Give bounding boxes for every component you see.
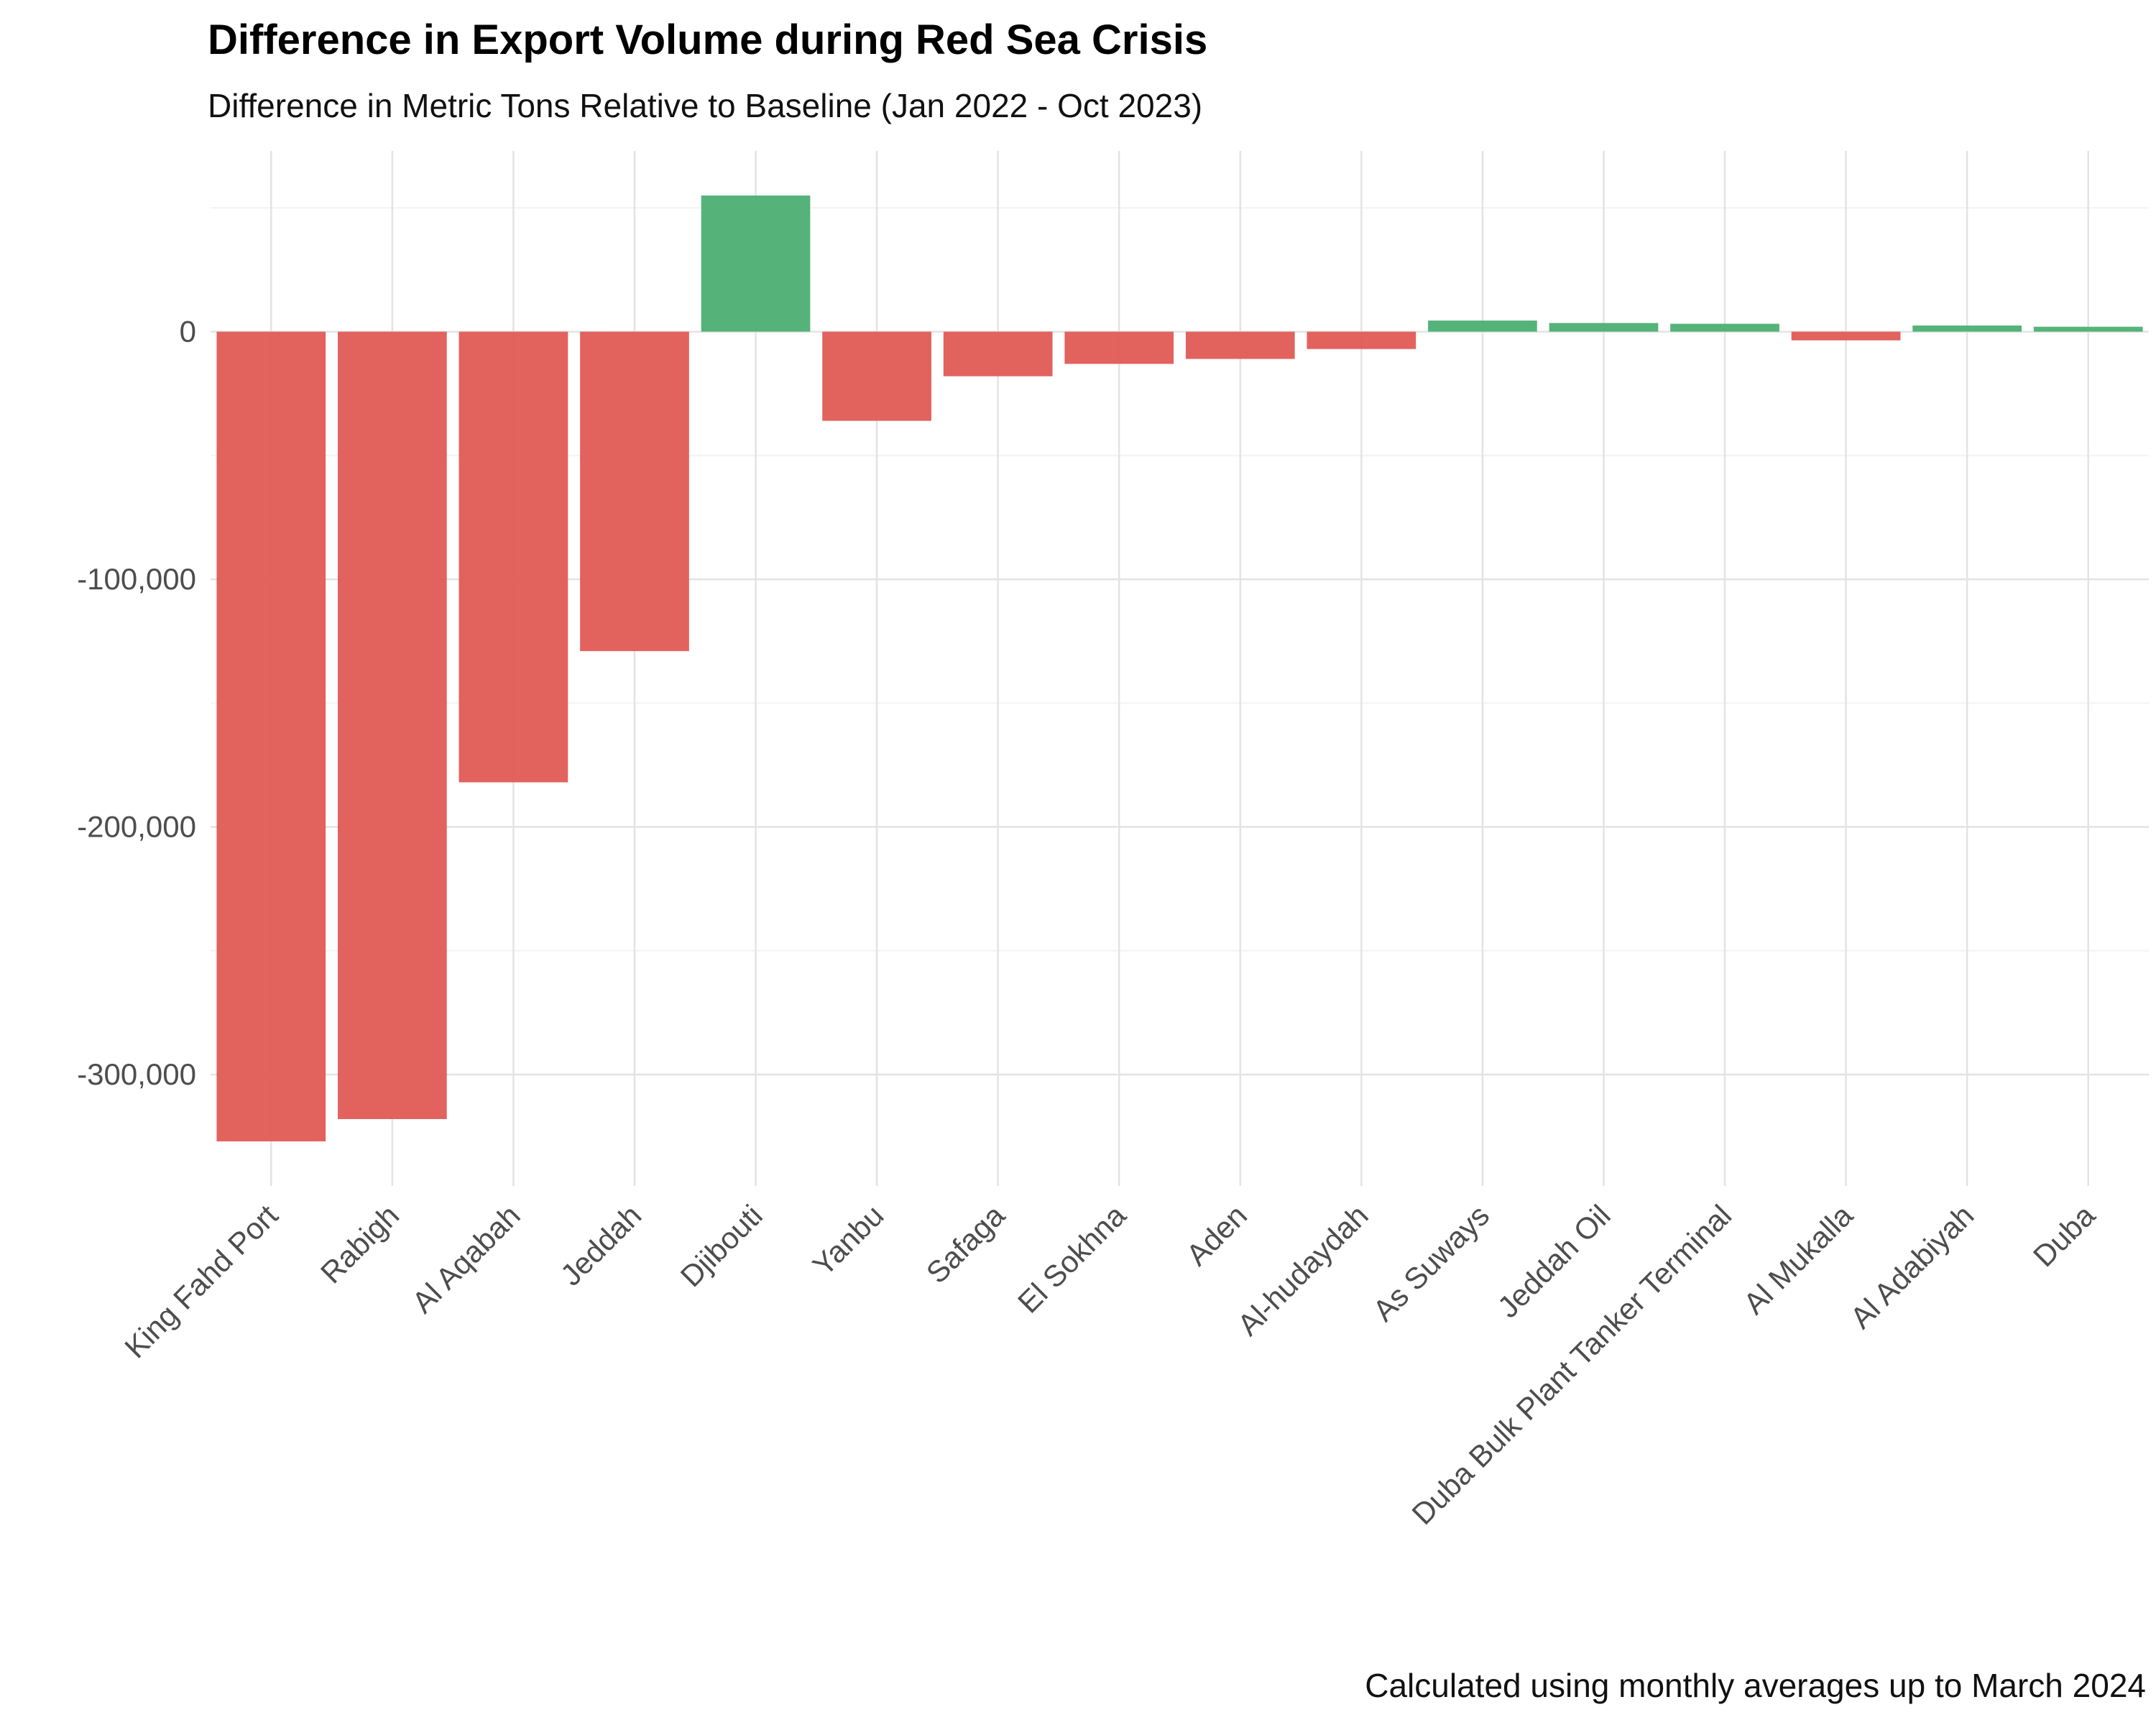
x-tick-label: Aden bbox=[1180, 1198, 1254, 1272]
y-tick-label: -200,000 bbox=[77, 809, 196, 843]
x-tick-label: King Fahd Port bbox=[118, 1198, 285, 1365]
x-tick-label: Jeddah bbox=[554, 1198, 648, 1292]
bar bbox=[459, 331, 568, 783]
x-tick-label: As Suways bbox=[1366, 1198, 1496, 1328]
bar bbox=[337, 331, 447, 1119]
bar bbox=[1064, 331, 1174, 364]
bar bbox=[1670, 323, 1779, 332]
x-tick-label: Djibouti bbox=[674, 1198, 769, 1293]
bar bbox=[2033, 326, 2143, 332]
x-tick-label: Al Mukalla bbox=[1737, 1198, 1860, 1321]
bar bbox=[943, 331, 1053, 377]
bar bbox=[1428, 320, 1537, 332]
y-axis: 0 -100,000 -200,000 -300,000 bbox=[77, 314, 196, 1090]
bar bbox=[1912, 325, 2022, 332]
bar bbox=[1549, 323, 1659, 332]
x-tick-label: Yanbu bbox=[806, 1198, 890, 1282]
bar bbox=[216, 331, 326, 1141]
bar bbox=[1307, 331, 1416, 349]
bar bbox=[701, 196, 811, 332]
x-tick-label: Rabigh bbox=[314, 1198, 405, 1289]
x-tick-label: Safaga bbox=[920, 1198, 1012, 1290]
x-axis: King Fahd Port Rabigh Al Aqabah Jeddah Djibo… bbox=[118, 1198, 2101, 1531]
chart-title: Difference in Export Volume during Red S… bbox=[208, 17, 1208, 63]
x-tick-label: El Sokhna bbox=[1011, 1198, 1133, 1320]
chart-subtitle: Difference in Metric Tons Relative to Ba… bbox=[208, 87, 1203, 124]
bar bbox=[822, 331, 931, 421]
x-tick-label: Al-hudaydah bbox=[1231, 1198, 1375, 1342]
y-tick-label: -100,000 bbox=[77, 562, 196, 596]
x-tick-label: Jeddah Oil bbox=[1491, 1198, 1617, 1324]
bar bbox=[580, 331, 689, 651]
y-tick-label: 0 bbox=[180, 314, 196, 348]
bar bbox=[1791, 331, 1901, 341]
x-tick-label: Duba bbox=[2027, 1198, 2102, 1274]
bars bbox=[216, 196, 2143, 1141]
chart-caption: Calculated using monthly averages up to … bbox=[1365, 1667, 2146, 1704]
bar bbox=[1185, 331, 1295, 359]
y-tick-label: -300,000 bbox=[77, 1057, 196, 1091]
x-tick-label: Al Aqabah bbox=[405, 1198, 527, 1320]
x-tick-label: Al Adabiyah bbox=[1843, 1198, 1980, 1335]
